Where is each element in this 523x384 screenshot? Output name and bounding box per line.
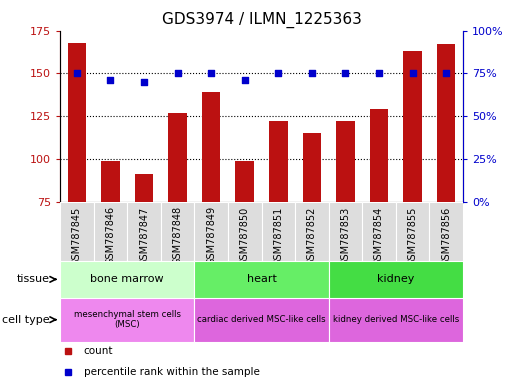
Text: GSM787846: GSM787846 xyxy=(106,206,116,265)
Point xyxy=(274,70,282,76)
Bar xyxy=(437,45,456,330)
FancyBboxPatch shape xyxy=(195,261,328,298)
Text: mesenchymal stem cells
(MSC): mesenchymal stem cells (MSC) xyxy=(74,310,181,329)
Text: GSM787853: GSM787853 xyxy=(340,206,350,266)
Text: GSM787847: GSM787847 xyxy=(139,206,149,266)
Point xyxy=(207,70,215,76)
Text: GSM787855: GSM787855 xyxy=(407,206,417,266)
Text: percentile rank within the sample: percentile rank within the sample xyxy=(84,367,259,377)
Bar xyxy=(202,92,220,330)
Text: cardiac derived MSC-like cells: cardiac derived MSC-like cells xyxy=(197,315,326,324)
FancyBboxPatch shape xyxy=(127,202,161,261)
Bar xyxy=(403,51,422,330)
Bar xyxy=(303,133,321,330)
Text: GSM787854: GSM787854 xyxy=(374,206,384,266)
Text: GSM787852: GSM787852 xyxy=(307,206,317,266)
FancyBboxPatch shape xyxy=(295,202,328,261)
FancyBboxPatch shape xyxy=(161,202,195,261)
Bar xyxy=(135,174,153,330)
FancyBboxPatch shape xyxy=(362,202,396,261)
Text: tissue: tissue xyxy=(17,274,50,285)
Bar xyxy=(336,121,355,330)
FancyBboxPatch shape xyxy=(60,202,94,261)
FancyBboxPatch shape xyxy=(396,202,429,261)
FancyBboxPatch shape xyxy=(94,202,127,261)
Text: GSM787845: GSM787845 xyxy=(72,206,82,266)
Text: count: count xyxy=(84,346,113,356)
Bar xyxy=(235,161,254,330)
Point xyxy=(106,77,115,83)
FancyBboxPatch shape xyxy=(262,202,295,261)
FancyBboxPatch shape xyxy=(195,298,328,342)
Point xyxy=(174,70,182,76)
Text: kidney derived MSC-like cells: kidney derived MSC-like cells xyxy=(333,315,459,324)
FancyBboxPatch shape xyxy=(60,261,195,298)
FancyBboxPatch shape xyxy=(328,298,463,342)
Point xyxy=(241,77,249,83)
FancyBboxPatch shape xyxy=(195,202,228,261)
Point xyxy=(140,79,148,85)
Point xyxy=(341,70,349,76)
Bar xyxy=(370,109,388,330)
Bar xyxy=(168,113,187,330)
Text: GSM787856: GSM787856 xyxy=(441,206,451,266)
Text: heart: heart xyxy=(246,274,277,285)
Point xyxy=(408,70,417,76)
Text: GSM787851: GSM787851 xyxy=(274,206,283,266)
FancyBboxPatch shape xyxy=(429,202,463,261)
Text: cell type: cell type xyxy=(3,314,50,325)
Bar xyxy=(101,161,120,330)
Text: kidney: kidney xyxy=(377,274,414,285)
Title: GDS3974 / ILMN_1225363: GDS3974 / ILMN_1225363 xyxy=(162,12,361,28)
FancyBboxPatch shape xyxy=(60,298,195,342)
Text: GSM787849: GSM787849 xyxy=(206,206,216,265)
Point xyxy=(442,70,450,76)
Text: GSM787850: GSM787850 xyxy=(240,206,249,266)
Point xyxy=(375,70,383,76)
Bar xyxy=(67,43,86,330)
Text: GSM787848: GSM787848 xyxy=(173,206,183,265)
Point xyxy=(308,70,316,76)
Bar xyxy=(269,121,288,330)
FancyBboxPatch shape xyxy=(328,261,463,298)
Point xyxy=(73,70,81,76)
Text: bone marrow: bone marrow xyxy=(90,274,164,285)
FancyBboxPatch shape xyxy=(328,202,362,261)
FancyBboxPatch shape xyxy=(228,202,262,261)
